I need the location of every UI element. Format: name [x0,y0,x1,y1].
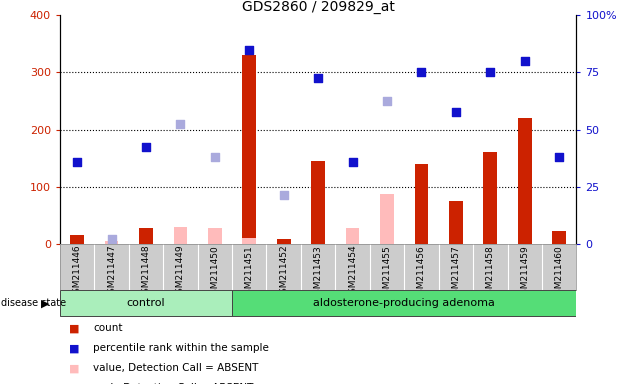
Point [554,154,564,160]
Text: ■: ■ [69,363,80,373]
Text: ■: ■ [69,343,80,353]
Text: GSM211453: GSM211453 [314,245,323,300]
Bar [380,194,394,244]
Point [175,121,185,127]
Bar [139,228,153,244]
Bar [553,231,566,244]
Point [72,159,82,165]
Text: GSM211452: GSM211452 [279,245,288,300]
Text: GSM211450: GSM211450 [210,245,219,300]
Bar [483,152,497,244]
Text: GSM211458: GSM211458 [486,245,495,300]
Text: GSM211454: GSM211454 [348,245,357,300]
Bar [346,228,360,244]
Point [244,46,255,53]
Text: percentile rank within the sample: percentile rank within the sample [93,343,269,353]
Point [451,109,461,116]
Text: ▶: ▶ [41,298,50,308]
Point [520,58,530,64]
Point [313,75,323,81]
Bar [105,241,118,244]
Text: aldosterone-producing adenoma: aldosterone-producing adenoma [313,298,495,308]
Text: GSM211446: GSM211446 [72,245,81,300]
Text: count: count [93,323,123,333]
Text: GSM211459: GSM211459 [520,245,529,300]
Bar [518,118,532,244]
Bar [449,201,463,244]
Text: rank, Detection Call = ABSENT: rank, Detection Call = ABSENT [93,383,254,384]
Point [348,159,358,165]
Text: GSM211449: GSM211449 [176,245,185,300]
Text: GSM211451: GSM211451 [245,245,254,300]
Text: GSM211448: GSM211448 [142,245,151,300]
Text: ■: ■ [69,383,80,384]
FancyBboxPatch shape [60,290,232,316]
Bar [277,239,290,244]
Bar [70,235,84,244]
Bar [173,227,187,244]
Point [382,98,392,104]
Point [278,192,289,199]
Text: GSM211457: GSM211457 [452,245,461,300]
Point [141,144,151,150]
Text: GSM211460: GSM211460 [555,245,564,300]
Point [106,236,117,242]
Text: value, Detection Call = ABSENT: value, Detection Call = ABSENT [93,363,259,373]
Bar [243,55,256,244]
Text: GSM211456: GSM211456 [417,245,426,300]
Point [485,70,495,76]
Bar [243,238,256,244]
Bar [311,161,325,244]
Point [416,70,427,76]
Bar [208,228,222,244]
Text: control: control [127,298,165,308]
FancyBboxPatch shape [232,290,576,316]
Text: disease state: disease state [1,298,66,308]
Title: GDS2860 / 209829_at: GDS2860 / 209829_at [242,0,394,14]
Text: ■: ■ [69,323,80,333]
Point [210,154,220,160]
Text: GSM211455: GSM211455 [382,245,391,300]
Bar [415,164,428,244]
Text: GSM211447: GSM211447 [107,245,116,300]
